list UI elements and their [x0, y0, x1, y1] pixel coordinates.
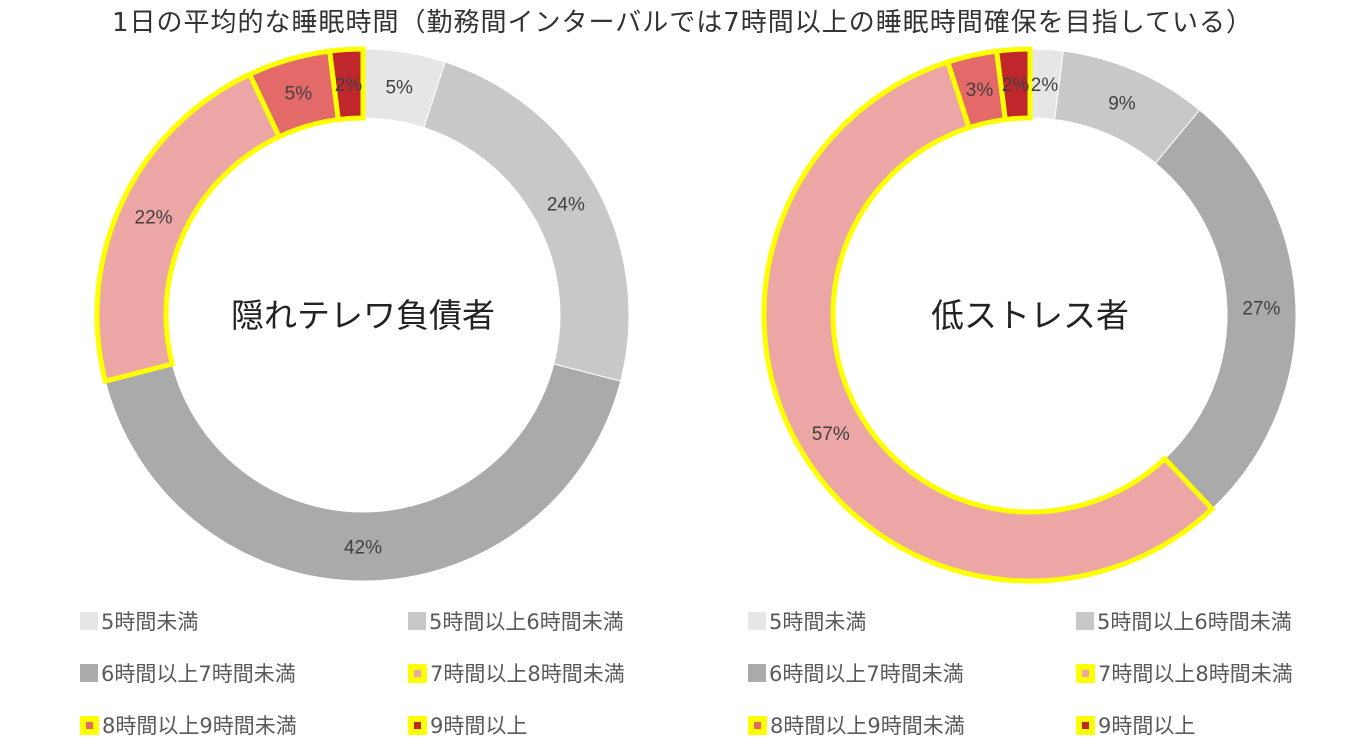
data-label: 27%: [1242, 299, 1280, 320]
legend-item: 8時間以上9時間未満: [80, 710, 297, 740]
donut-slice: [326, 46, 366, 123]
donut-slice: [1154, 109, 1297, 510]
data-label: 2%: [335, 75, 363, 96]
legend-swatch: [1076, 715, 1095, 735]
legend-swatch: [80, 715, 99, 735]
legend-left: 5時間未満 5時間以上6時間未満 6時間以上7時間未満 7時間以上8時間未満 8時間以上…: [80, 606, 700, 746]
legend-item: 9時間以上: [408, 710, 527, 740]
donut-center-title: 低ストレス者: [931, 296, 1129, 335]
legend-swatch: [408, 715, 427, 735]
legend-label: 6時間以上7時間未満: [101, 662, 296, 686]
legend-label: 7時間以上8時間未満: [1098, 662, 1293, 686]
legend-swatch: [80, 612, 98, 630]
donut-chart-0: 5% 24% 42% 22% 5% 2% 隠れテレワ負債者: [94, 46, 630, 582]
legend-swatch: [408, 612, 426, 630]
data-label: 42%: [344, 538, 382, 559]
legend-label: 8時間以上9時間未満: [770, 714, 965, 738]
legend-label: 9時間以上: [1098, 714, 1196, 738]
data-label: 9%: [1108, 94, 1136, 115]
legend-label: 9時間以上: [430, 714, 528, 738]
data-label: 2%: [1031, 75, 1059, 96]
data-label: 5%: [285, 84, 313, 105]
donut-slice: [104, 363, 622, 582]
donut-chart-1: 2% 9% 27% 57% 3% 2% 低ストレス者: [761, 46, 1297, 584]
legend-swatch: [80, 664, 98, 682]
legend-swatch: [748, 612, 766, 630]
legend-item: 7時間以上8時間未満: [1076, 658, 1293, 688]
data-label: 24%: [547, 194, 585, 215]
legend-item: 9時間以上: [1076, 710, 1195, 740]
legend-item: 5時間以上6時間未満: [1076, 606, 1292, 636]
legend-item: 5時間以上6時間未満: [408, 606, 624, 636]
legend-item: 7時間以上8時間未満: [408, 658, 625, 688]
donut-slice: [761, 58, 1216, 584]
legend-label: 6時間以上7時間未満: [769, 662, 964, 686]
chart-title: 1日の平均的な睡眠時間（勤務間インターバルでは7時間以上の睡眠時間確保を目指して…: [111, 8, 1254, 38]
legend-label: 5時間未満: [769, 610, 867, 634]
legend-label: 7時間以上8時間未満: [430, 662, 625, 686]
data-label: 5%: [385, 77, 413, 98]
legend-item: 5時間未満: [748, 606, 866, 636]
legend-swatch: [1076, 663, 1095, 683]
donut-slice: [94, 70, 283, 385]
donut-slice: [993, 46, 1033, 123]
legend-label: 5時間以上6時間未満: [1097, 610, 1292, 634]
legend-item: 6時間以上7時間未満: [748, 658, 964, 688]
legend-swatch: [1076, 612, 1094, 630]
legend-swatch: [748, 715, 767, 735]
legend-right: 5時間未満 5時間以上6時間未満 6時間以上7時間未満 7時間以上8時間未満 8時間以上…: [748, 606, 1365, 746]
legend-swatch: [408, 663, 427, 683]
data-label: 22%: [135, 207, 173, 228]
legend-item: 8時間以上9時間未満: [748, 710, 965, 740]
legend-label: 8時間以上9時間未満: [102, 714, 297, 738]
legend-item: 6時間以上7時間未満: [80, 658, 296, 688]
data-label: 3%: [966, 80, 994, 101]
data-label: 57%: [812, 424, 850, 445]
donut-center-title: 隠れテレワ負債者: [231, 296, 495, 335]
legend-label: 5時間未満: [101, 610, 199, 634]
data-label: 2%: [1002, 75, 1030, 96]
legend-label: 5時間以上6時間未満: [429, 610, 624, 634]
legend-item: 5時間未満: [80, 606, 198, 636]
legend-swatch: [748, 664, 766, 682]
